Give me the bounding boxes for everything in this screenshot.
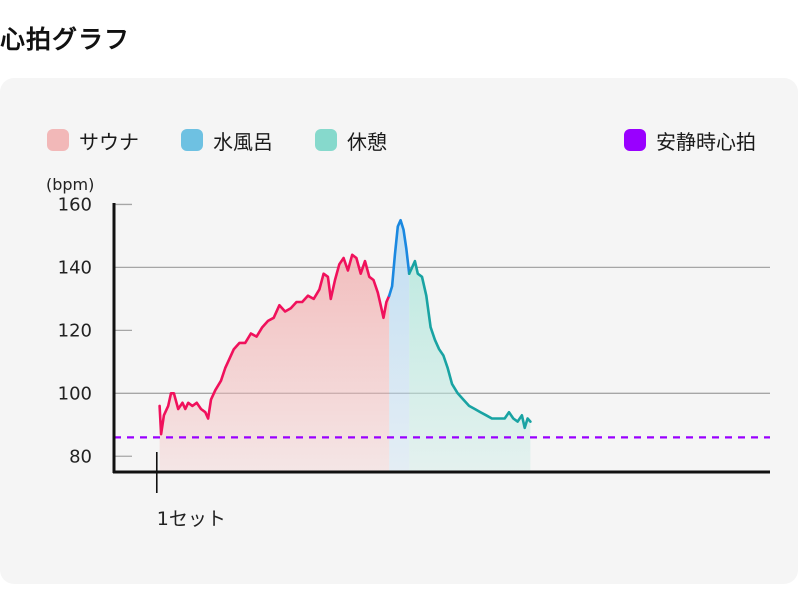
y-tick-label-100: 100 xyxy=(58,383,92,404)
page-title: 心拍グラフ xyxy=(0,25,131,54)
area-cold-bath xyxy=(389,220,410,472)
legend-label-resting-hr: 安静時心拍 xyxy=(656,129,756,154)
line-cold-bath xyxy=(387,218,411,297)
line-rest xyxy=(407,259,532,430)
line-layer xyxy=(114,218,770,439)
y-tick-label-140: 140 xyxy=(58,257,92,278)
y-tick-label-80: 80 xyxy=(69,446,92,467)
rest-swatch-icon xyxy=(315,129,337,151)
area-sauna xyxy=(159,254,390,472)
cold-bath-swatch-icon xyxy=(181,129,203,151)
area-layer xyxy=(159,220,531,472)
resting-hr-swatch-icon xyxy=(624,129,646,151)
legend-item-cold-bath[interactable]: 水風呂 xyxy=(181,127,273,154)
tick-layer: 80 100 120 140 160 1セット xyxy=(58,194,226,530)
area-rest xyxy=(409,261,531,472)
axis-layer xyxy=(112,203,770,493)
y-tick-label-120: 120 xyxy=(58,320,92,341)
y-axis-unit-label: (bpm) xyxy=(46,175,94,194)
legend-label-cold-bath: 水風呂 xyxy=(213,129,273,154)
line-sauna xyxy=(158,253,391,436)
sauna-swatch-icon xyxy=(47,129,69,151)
legend-item-rest[interactable]: 休憩 xyxy=(315,127,387,154)
legend-item-resting-hr[interactable]: 安静時心拍 xyxy=(624,127,756,154)
x-tick-label-0: 1セット xyxy=(157,508,226,530)
legend-label-sauna: サウナ xyxy=(79,129,139,154)
legend-label-rest: 休憩 xyxy=(347,129,387,154)
legend-item-sauna[interactable]: サウナ xyxy=(47,127,139,154)
y-tick-label-160: 160 xyxy=(58,194,92,215)
